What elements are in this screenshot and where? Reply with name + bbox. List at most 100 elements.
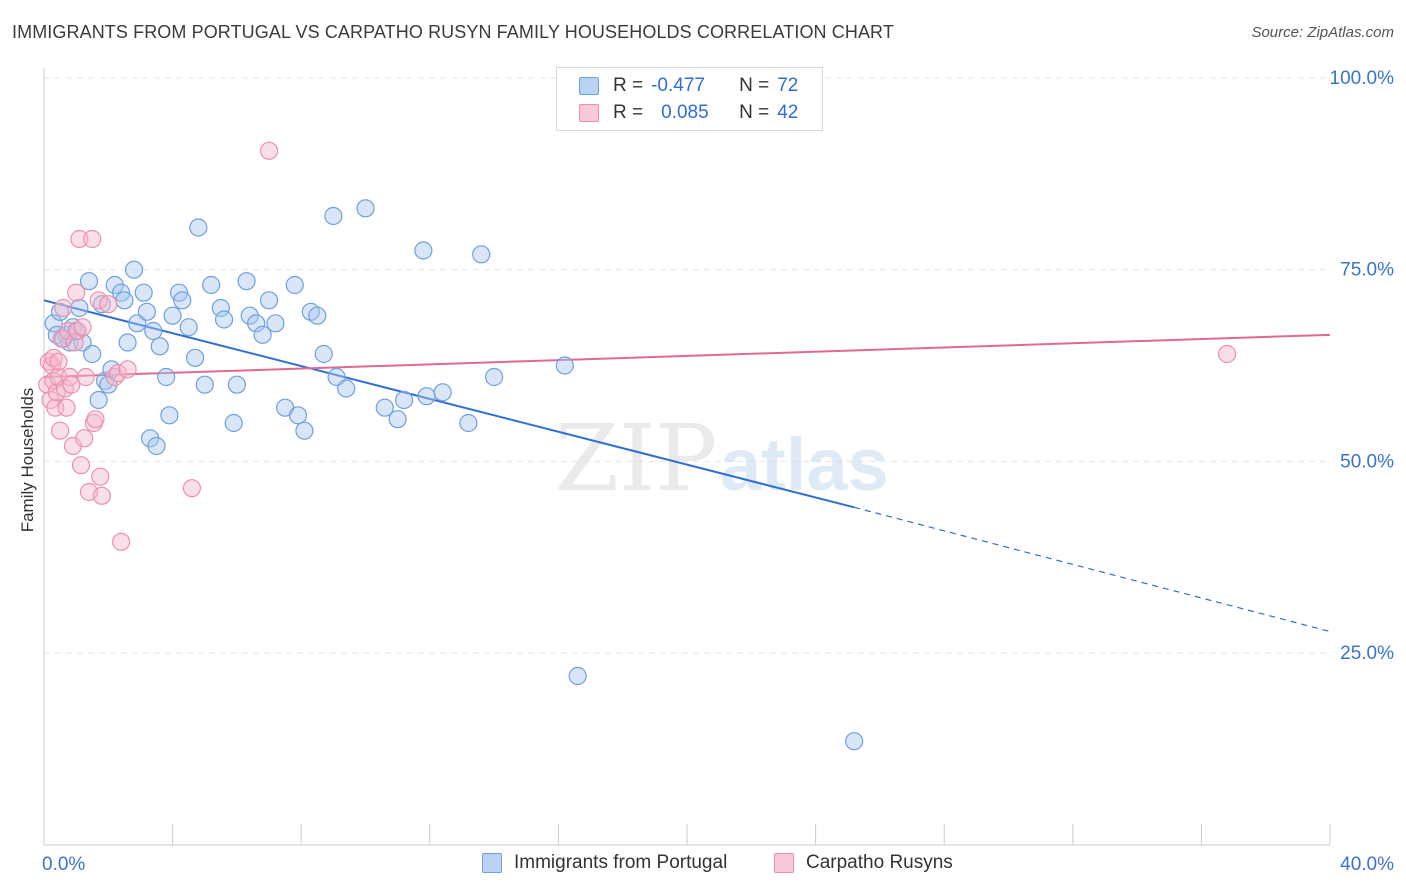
correlation-legend: R = -0.477 N = 72 R = 0.085 N = 42 xyxy=(556,67,823,131)
point-rusyn xyxy=(76,367,95,387)
point-portugal xyxy=(433,383,452,402)
point-portugal xyxy=(195,375,214,394)
point-rusyn xyxy=(91,467,110,486)
point-portugal xyxy=(134,283,153,302)
y-tick-label: 100.0% xyxy=(1330,68,1395,89)
point-rusyn xyxy=(259,141,279,160)
trend-line-portugal-extension xyxy=(854,506,1331,633)
trend-lines xyxy=(43,299,1331,633)
point-rusyn xyxy=(49,352,68,371)
y-tick-label: 50.0% xyxy=(1340,451,1394,472)
point-portugal xyxy=(253,325,272,344)
chart-title: IMMIGRANTS FROM PORTUGAL VS CARPATHO RUS… xyxy=(12,22,894,42)
point-portugal xyxy=(224,413,243,433)
point-portugal xyxy=(89,390,108,410)
point-portugal xyxy=(189,218,208,237)
point-portugal xyxy=(115,291,134,310)
data-points xyxy=(38,141,1237,751)
point-portugal xyxy=(227,375,246,394)
point-portugal xyxy=(295,421,314,440)
point-portugal xyxy=(417,387,436,406)
legend-n-label: N = xyxy=(739,75,770,96)
point-rusyn xyxy=(70,229,89,249)
point-portugal xyxy=(356,199,375,218)
point-portugal xyxy=(324,206,343,226)
point-portugal xyxy=(394,390,414,410)
point-rusyn xyxy=(108,364,128,383)
series-legend: Immigrants from Portugal Carpatho Rusyns xyxy=(0,852,1406,878)
legend-swatch-pink xyxy=(579,104,599,122)
point-rusyn xyxy=(118,360,137,379)
grid-lines xyxy=(44,77,1330,654)
legend-row-rusyn: R = 0.085 N = 42 xyxy=(579,101,798,125)
point-portugal xyxy=(414,241,433,260)
legend-row-portugal: R = -0.477 N = 72 xyxy=(579,74,798,98)
watermark-zip: ZIP xyxy=(555,405,717,512)
point-portugal xyxy=(179,318,198,337)
legend-swatch-blue xyxy=(579,77,599,95)
point-portugal xyxy=(79,272,99,291)
point-portugal xyxy=(568,666,587,686)
watermark: ZIP atlas xyxy=(555,405,889,512)
point-rusyn xyxy=(65,333,84,352)
legend-r-label: R = xyxy=(613,75,644,96)
point-rusyn xyxy=(54,298,73,318)
point-rusyn xyxy=(89,291,108,310)
point-portugal xyxy=(308,306,327,325)
point-portugal xyxy=(375,398,394,417)
point-rusyn xyxy=(73,318,92,337)
point-portugal xyxy=(186,348,205,367)
point-portugal xyxy=(211,298,230,318)
tick-labels: 25.0% 50.0% 75.0% 100.0% 0.0% 40.0% xyxy=(42,68,1394,875)
point-portugal xyxy=(555,356,574,375)
point-portugal xyxy=(485,367,504,387)
point-portugal xyxy=(160,406,179,425)
point-portugal xyxy=(70,298,89,318)
point-portugal xyxy=(237,272,256,291)
point-portugal xyxy=(214,310,234,329)
axes xyxy=(43,68,1331,846)
point-rusyn xyxy=(75,429,94,448)
point-portugal xyxy=(202,275,221,295)
point-portugal xyxy=(472,245,491,264)
legend-r-value: -0.477 xyxy=(651,75,705,96)
watermark-atlas: atlas xyxy=(720,423,889,506)
point-portugal xyxy=(124,260,144,279)
source-credit: Source: ZipAtlas.com xyxy=(1251,24,1394,41)
point-portugal xyxy=(173,291,192,310)
point-rusyn xyxy=(62,375,81,394)
point-rusyn xyxy=(57,398,76,417)
legend-item-rusyn: Carpatho Rusyns xyxy=(774,852,953,874)
legend-n-value: 42 xyxy=(777,102,799,123)
point-portugal xyxy=(150,337,169,356)
point-portugal xyxy=(157,367,176,387)
point-portugal xyxy=(266,314,285,333)
point-portugal xyxy=(147,436,166,456)
point-portugal xyxy=(118,333,137,352)
legend-n-label: N = xyxy=(739,102,770,123)
legend-item-portugal: Immigrants from Portugal xyxy=(482,852,727,874)
point-rusyn xyxy=(83,229,102,249)
point-portugal xyxy=(259,291,279,310)
point-portugal xyxy=(285,275,304,295)
legend-label-portugal: Immigrants from Portugal xyxy=(514,852,728,873)
y-tick-label: 25.0% xyxy=(1340,643,1394,664)
point-rusyn xyxy=(92,486,111,505)
point-portugal xyxy=(337,379,356,398)
point-portugal xyxy=(83,344,102,364)
point-portugal xyxy=(44,314,63,333)
trend-line-portugal xyxy=(43,299,855,509)
point-portugal xyxy=(845,732,864,751)
point-rusyn xyxy=(99,295,118,314)
legend-label-rusyn: Carpatho Rusyns xyxy=(806,852,953,873)
point-portugal xyxy=(459,413,478,433)
point-rusyn xyxy=(71,456,91,475)
legend-n-value: 72 xyxy=(777,75,799,96)
point-rusyn xyxy=(86,410,105,429)
y-tick-label: 75.0% xyxy=(1340,260,1394,281)
x-tick-label: 40.0% xyxy=(1340,854,1394,875)
point-portugal xyxy=(288,406,308,425)
point-portugal xyxy=(314,344,333,364)
trend-line-rusyn xyxy=(43,333,1331,378)
